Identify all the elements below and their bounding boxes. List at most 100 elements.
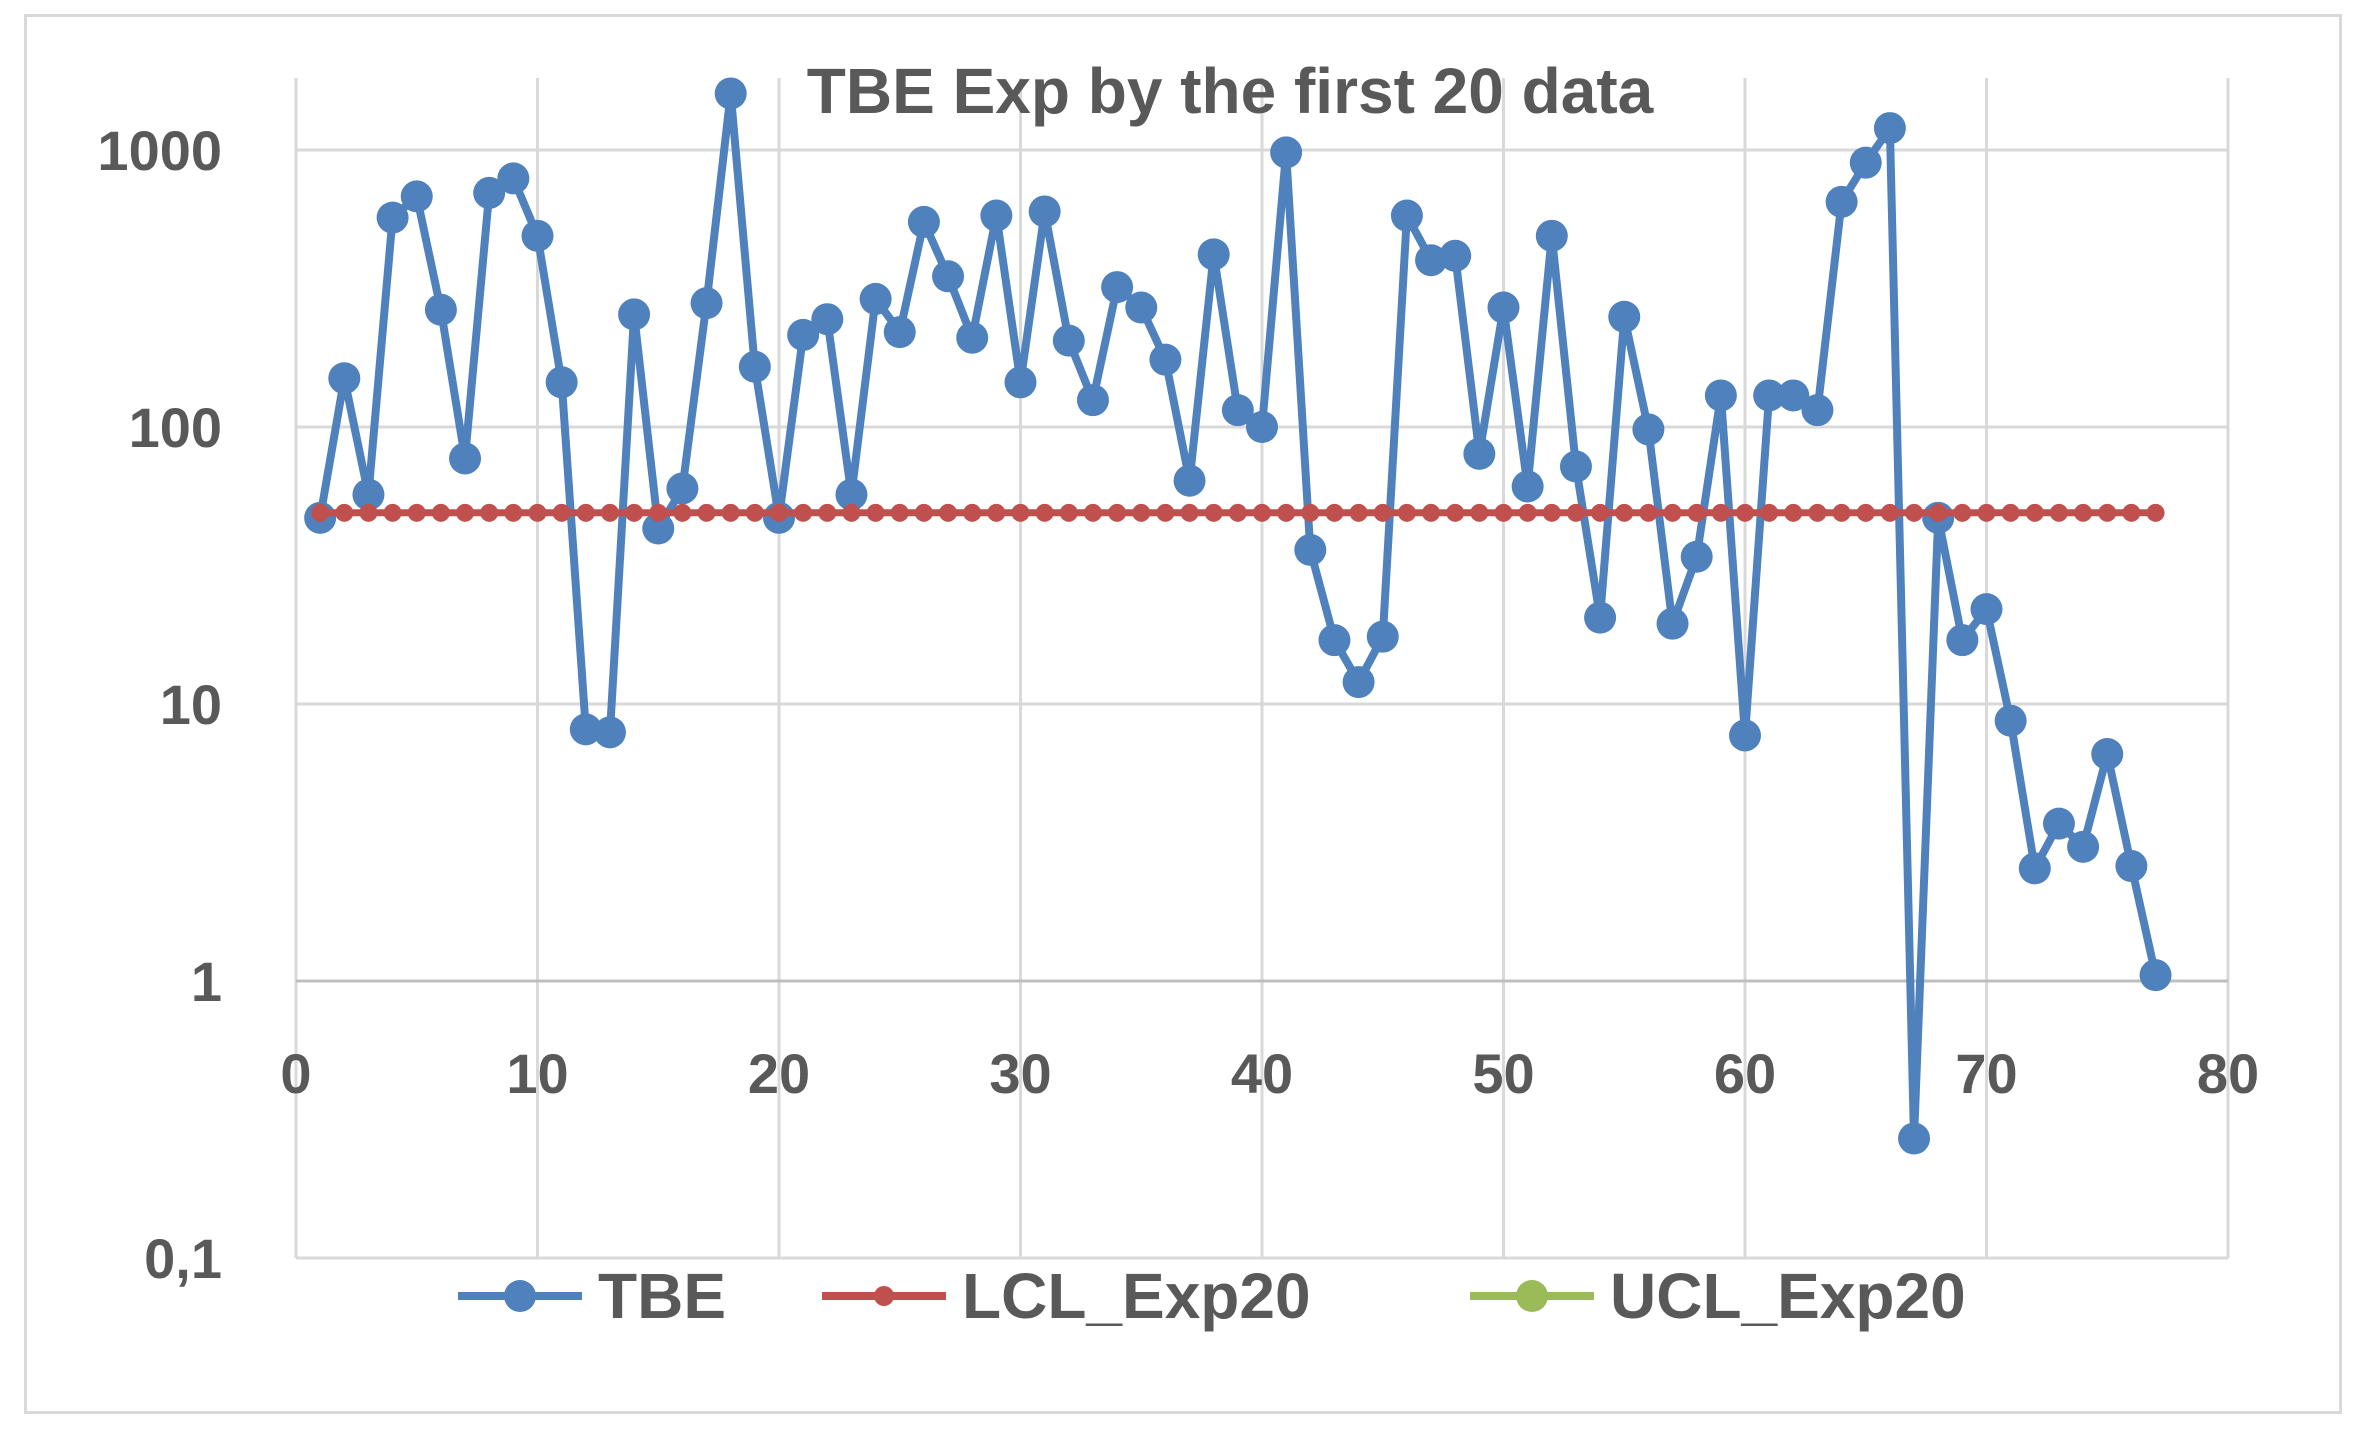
legend-item-lcl-exp20: LCL_Exp20 bbox=[822, 1260, 1311, 1332]
data-point bbox=[835, 478, 868, 511]
y-tick-label: 100 bbox=[129, 396, 222, 459]
x-tick-label: 30 bbox=[989, 1042, 1051, 1105]
data-point bbox=[528, 503, 547, 522]
data-point bbox=[721, 503, 740, 522]
data-point bbox=[618, 298, 651, 331]
data-point bbox=[1663, 503, 1682, 522]
data-point bbox=[1994, 704, 2027, 737]
data-point bbox=[1704, 379, 1737, 412]
data-point bbox=[714, 77, 747, 110]
y-tick-label: 10 bbox=[160, 673, 222, 736]
series-lcl-exp20 bbox=[311, 503, 2165, 522]
legend-swatch-marker bbox=[874, 1286, 894, 1306]
data-point bbox=[407, 503, 426, 522]
data-point bbox=[642, 512, 675, 545]
data-point bbox=[890, 503, 909, 522]
data-point bbox=[1470, 503, 1489, 522]
data-point bbox=[473, 176, 506, 209]
data-point bbox=[2025, 503, 2044, 522]
data-point bbox=[593, 716, 626, 749]
series bbox=[304, 77, 2172, 1155]
data-point bbox=[1422, 503, 1441, 522]
data-point bbox=[1511, 470, 1544, 503]
data-point bbox=[569, 713, 602, 746]
data-point bbox=[939, 503, 958, 522]
data-point bbox=[424, 293, 457, 326]
data-point bbox=[859, 282, 892, 315]
data-point bbox=[545, 366, 578, 399]
data-point bbox=[2122, 503, 2141, 522]
data-point bbox=[866, 503, 885, 522]
data-point bbox=[2074, 503, 2093, 522]
data-point bbox=[697, 503, 716, 522]
data-point bbox=[1180, 503, 1199, 522]
x-tick-label: 40 bbox=[1231, 1042, 1293, 1105]
data-point bbox=[956, 321, 989, 354]
x-tick-label: 60 bbox=[1714, 1042, 1776, 1105]
data-point bbox=[1784, 503, 1803, 522]
x-tick-label: 20 bbox=[748, 1042, 810, 1105]
legend-label: TBE bbox=[598, 1260, 726, 1332]
data-point bbox=[2067, 830, 2100, 863]
data-point bbox=[352, 478, 385, 511]
data-point bbox=[311, 503, 330, 522]
data-point bbox=[431, 503, 450, 522]
data-point bbox=[552, 503, 571, 522]
x-tick-label: 80 bbox=[2197, 1042, 2259, 1105]
data-point bbox=[1801, 394, 1834, 427]
data-point bbox=[1415, 244, 1448, 277]
data-point bbox=[521, 219, 554, 252]
data-point bbox=[1270, 136, 1303, 169]
legend-label: UCL_Exp20 bbox=[1610, 1260, 1966, 1332]
data-point bbox=[1004, 366, 1037, 399]
data-point bbox=[1777, 379, 1810, 412]
data-point bbox=[738, 350, 771, 383]
data-point bbox=[963, 503, 982, 522]
data-point bbox=[1397, 503, 1416, 522]
data-point bbox=[1832, 503, 1851, 522]
data-point bbox=[1953, 503, 1972, 522]
data-point bbox=[625, 503, 644, 522]
data-point bbox=[907, 205, 940, 238]
data-point bbox=[335, 503, 354, 522]
data-point bbox=[1101, 271, 1134, 304]
data-point bbox=[1898, 1122, 1931, 1155]
data-point bbox=[359, 503, 378, 522]
data-point bbox=[1680, 540, 1713, 573]
data-point bbox=[1808, 503, 1827, 522]
x-tick-label: 10 bbox=[506, 1042, 568, 1105]
data-point bbox=[2018, 852, 2051, 885]
chart-title: TBE Exp by the first 20 data bbox=[807, 55, 1654, 127]
data-point bbox=[1277, 503, 1296, 522]
data-point bbox=[2139, 959, 2172, 992]
data-point bbox=[2001, 503, 2020, 522]
data-point bbox=[1390, 199, 1423, 232]
data-point bbox=[2146, 503, 2165, 522]
data-point bbox=[1632, 413, 1665, 446]
data-point bbox=[1228, 503, 1247, 522]
data-point bbox=[1880, 503, 1899, 522]
series-tbe bbox=[304, 77, 2172, 1155]
data-point bbox=[1736, 503, 1754, 522]
data-point bbox=[376, 201, 409, 234]
data-point bbox=[480, 503, 499, 522]
data-point bbox=[1760, 503, 1779, 522]
data-point bbox=[1825, 185, 1858, 218]
data-point bbox=[787, 318, 820, 351]
data-point bbox=[1108, 503, 1127, 522]
y-tick-label: 1000 bbox=[97, 119, 222, 182]
data-point bbox=[770, 503, 788, 522]
data-point bbox=[497, 162, 530, 195]
data-point bbox=[649, 503, 668, 522]
data-point bbox=[1325, 503, 1344, 522]
data-point bbox=[1584, 601, 1617, 634]
data-point bbox=[1204, 503, 1223, 522]
data-point bbox=[1301, 503, 1320, 522]
data-point bbox=[1059, 503, 1078, 522]
data-point bbox=[673, 503, 692, 522]
data-point bbox=[2115, 850, 2148, 883]
data-point bbox=[883, 316, 916, 349]
data-point bbox=[1518, 503, 1537, 522]
data-point bbox=[914, 503, 933, 522]
